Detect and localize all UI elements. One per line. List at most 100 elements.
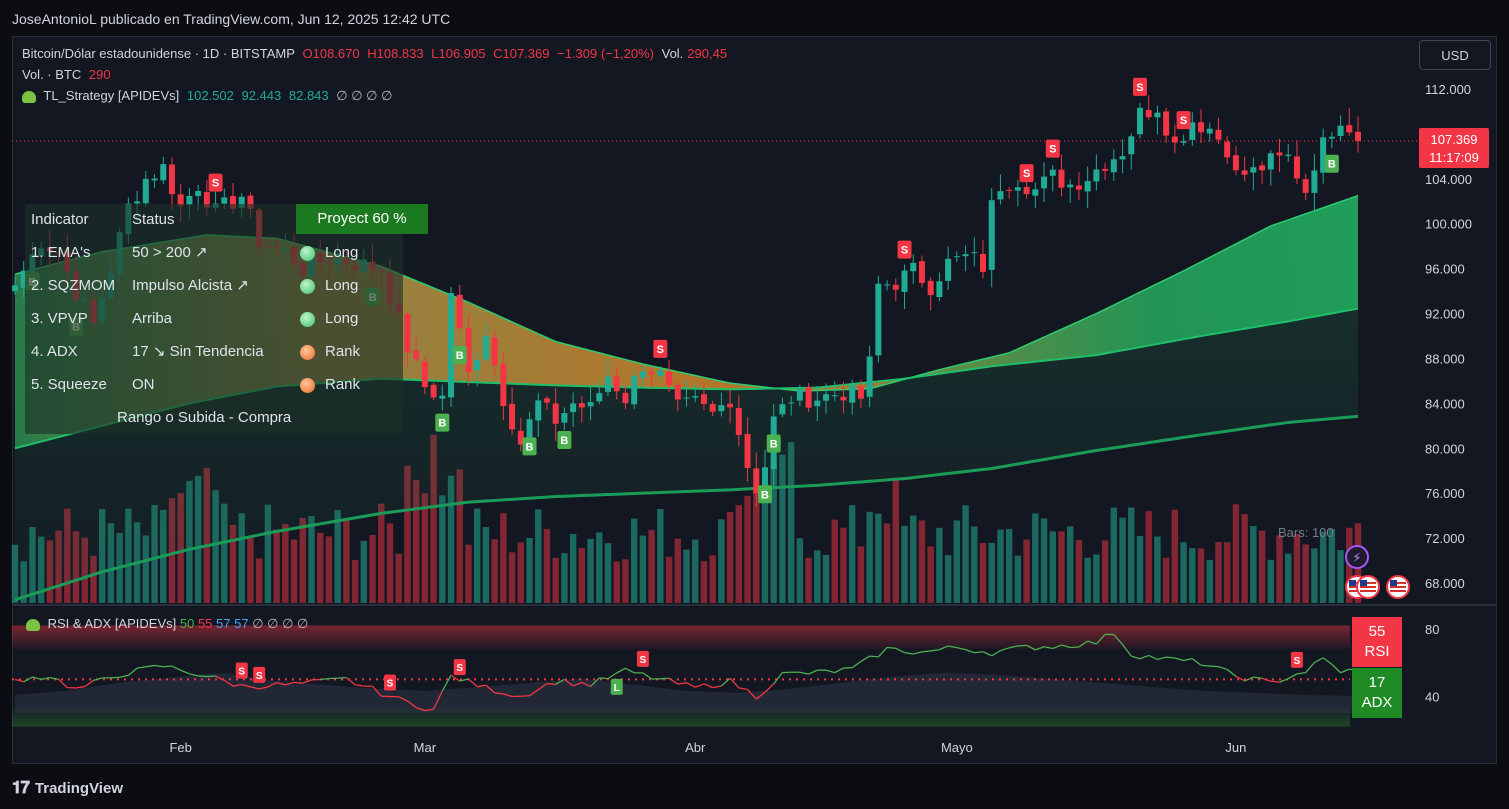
candle [796,384,803,407]
signal-label: S [1294,656,1301,667]
us-flag-event-icon[interactable] [1386,575,1410,599]
volume-bar [526,537,533,603]
candle [666,360,673,393]
rsi-segment [398,696,408,702]
strategy-value-1: 102.502 [186,88,234,103]
rsi-value-badge: 55 RSI [1352,617,1402,667]
candle [988,187,995,288]
candle-body [657,369,664,376]
signal-box [253,666,266,683]
candle-body [587,402,594,407]
volume-bar [761,486,769,603]
candle [613,367,620,400]
rsi-segment [904,652,914,655]
rsi-segment [642,672,652,680]
rsi-segment [1061,644,1071,649]
volume-bar [212,490,219,603]
candle-body [997,191,1004,200]
symbol-legend[interactable]: Bitcoin/Dólar estadounidense · 1D · BITS… [22,46,731,61]
vol-label: Vol. [661,46,684,61]
signal-label: B [770,438,778,450]
rsi-segment [1261,677,1271,682]
candle [421,356,428,394]
candle [1084,166,1091,209]
candle [1006,187,1013,199]
volume-bar [1223,542,1231,603]
signal-box [636,650,649,667]
adx-area [15,672,1358,714]
tradingview-brand[interactable]: 𝟏𝟕 TradingView [12,778,123,798]
buy-signal: B [766,434,781,453]
candle [1328,132,1335,149]
candle-body [796,388,803,401]
candle [936,272,943,302]
signal-box [522,437,537,456]
indicator-name: 3. VPVP [31,310,88,327]
rsi-tick-label: 40 [1425,689,1439,704]
rsi-segment [668,677,679,685]
buy-signal: B [452,345,467,364]
candle [875,275,882,363]
volume-bar [282,523,289,603]
candle-body [1276,152,1283,156]
rsi-indicator-name[interactable]: RSI & ADX [APIDEVs] [47,616,177,631]
candle-body [570,403,577,413]
volume-bar [500,513,507,603]
candle-body [186,195,193,205]
volume-bar [953,520,961,603]
low-value: L106.905 [431,46,486,61]
signal-box [1290,651,1303,668]
rsi-segment [572,681,583,687]
volume-bar [700,561,708,603]
volume-bar [1058,531,1065,603]
candle [439,384,446,411]
candle [142,171,149,207]
candle [735,395,742,447]
rsi-sell-signal: S [235,662,248,679]
signal-label: B [526,441,534,453]
volume-bar [1319,531,1327,603]
candle [884,280,891,291]
candle [20,260,27,298]
volume-bar [604,543,612,603]
strategy-legend[interactable]: TL_Strategy [APIDEVs] 102.502 92.443 82.… [22,88,396,104]
price-tick-label: 100.000 [1425,217,1472,232]
orange-dot-icon [300,377,315,393]
last-price-value: 107.369 [1430,132,1478,147]
us-flag-event-icon[interactable] [1356,575,1380,599]
rsi-segment [75,685,85,689]
change-value: −1.309 (−1,20%) [557,46,654,61]
rsi-segment [1305,662,1315,674]
volume-legend[interactable]: Vol. · BTC 290 [22,67,115,82]
volume-bar [1285,553,1292,603]
rsi-legend[interactable]: RSI & ADX [APIDEVs] 50 55 57 57 ∅ ∅ ∅ ∅ [26,616,308,632]
rsi-segment [712,685,722,689]
currency-button[interactable]: USD [1419,40,1491,70]
signal-label: S [256,671,263,682]
volume-bar [787,442,795,603]
rsi-segment [32,676,42,680]
rsi-segment [1218,666,1228,671]
time-axis[interactable]: Feb Mar Abr Mayo Jun [169,740,1246,755]
candle-body [1128,136,1135,155]
volume-bar [753,487,760,603]
candle [456,284,463,331]
strategy-name[interactable]: TL_Strategy [APIDEVs] [43,88,180,103]
volume-bar [936,527,943,603]
candle [718,392,725,417]
volume-bar [386,523,394,603]
candle-body [482,335,489,360]
signal-box [557,431,572,450]
strategy-value-2: 92.443 [241,88,282,103]
symbol-name[interactable]: Bitcoin/Dólar estadounidense · 1D · BITS… [22,46,295,61]
signal-label: B [438,418,446,430]
volume-bar [317,532,324,603]
candle [805,382,812,412]
signal-box [1019,164,1034,183]
candle-body [631,375,638,405]
rsi-current: 55 [1368,623,1386,640]
candle [692,383,699,403]
signal-label: S [238,666,245,677]
lightning-event-icon[interactable] [1345,545,1369,569]
candle [631,371,638,409]
